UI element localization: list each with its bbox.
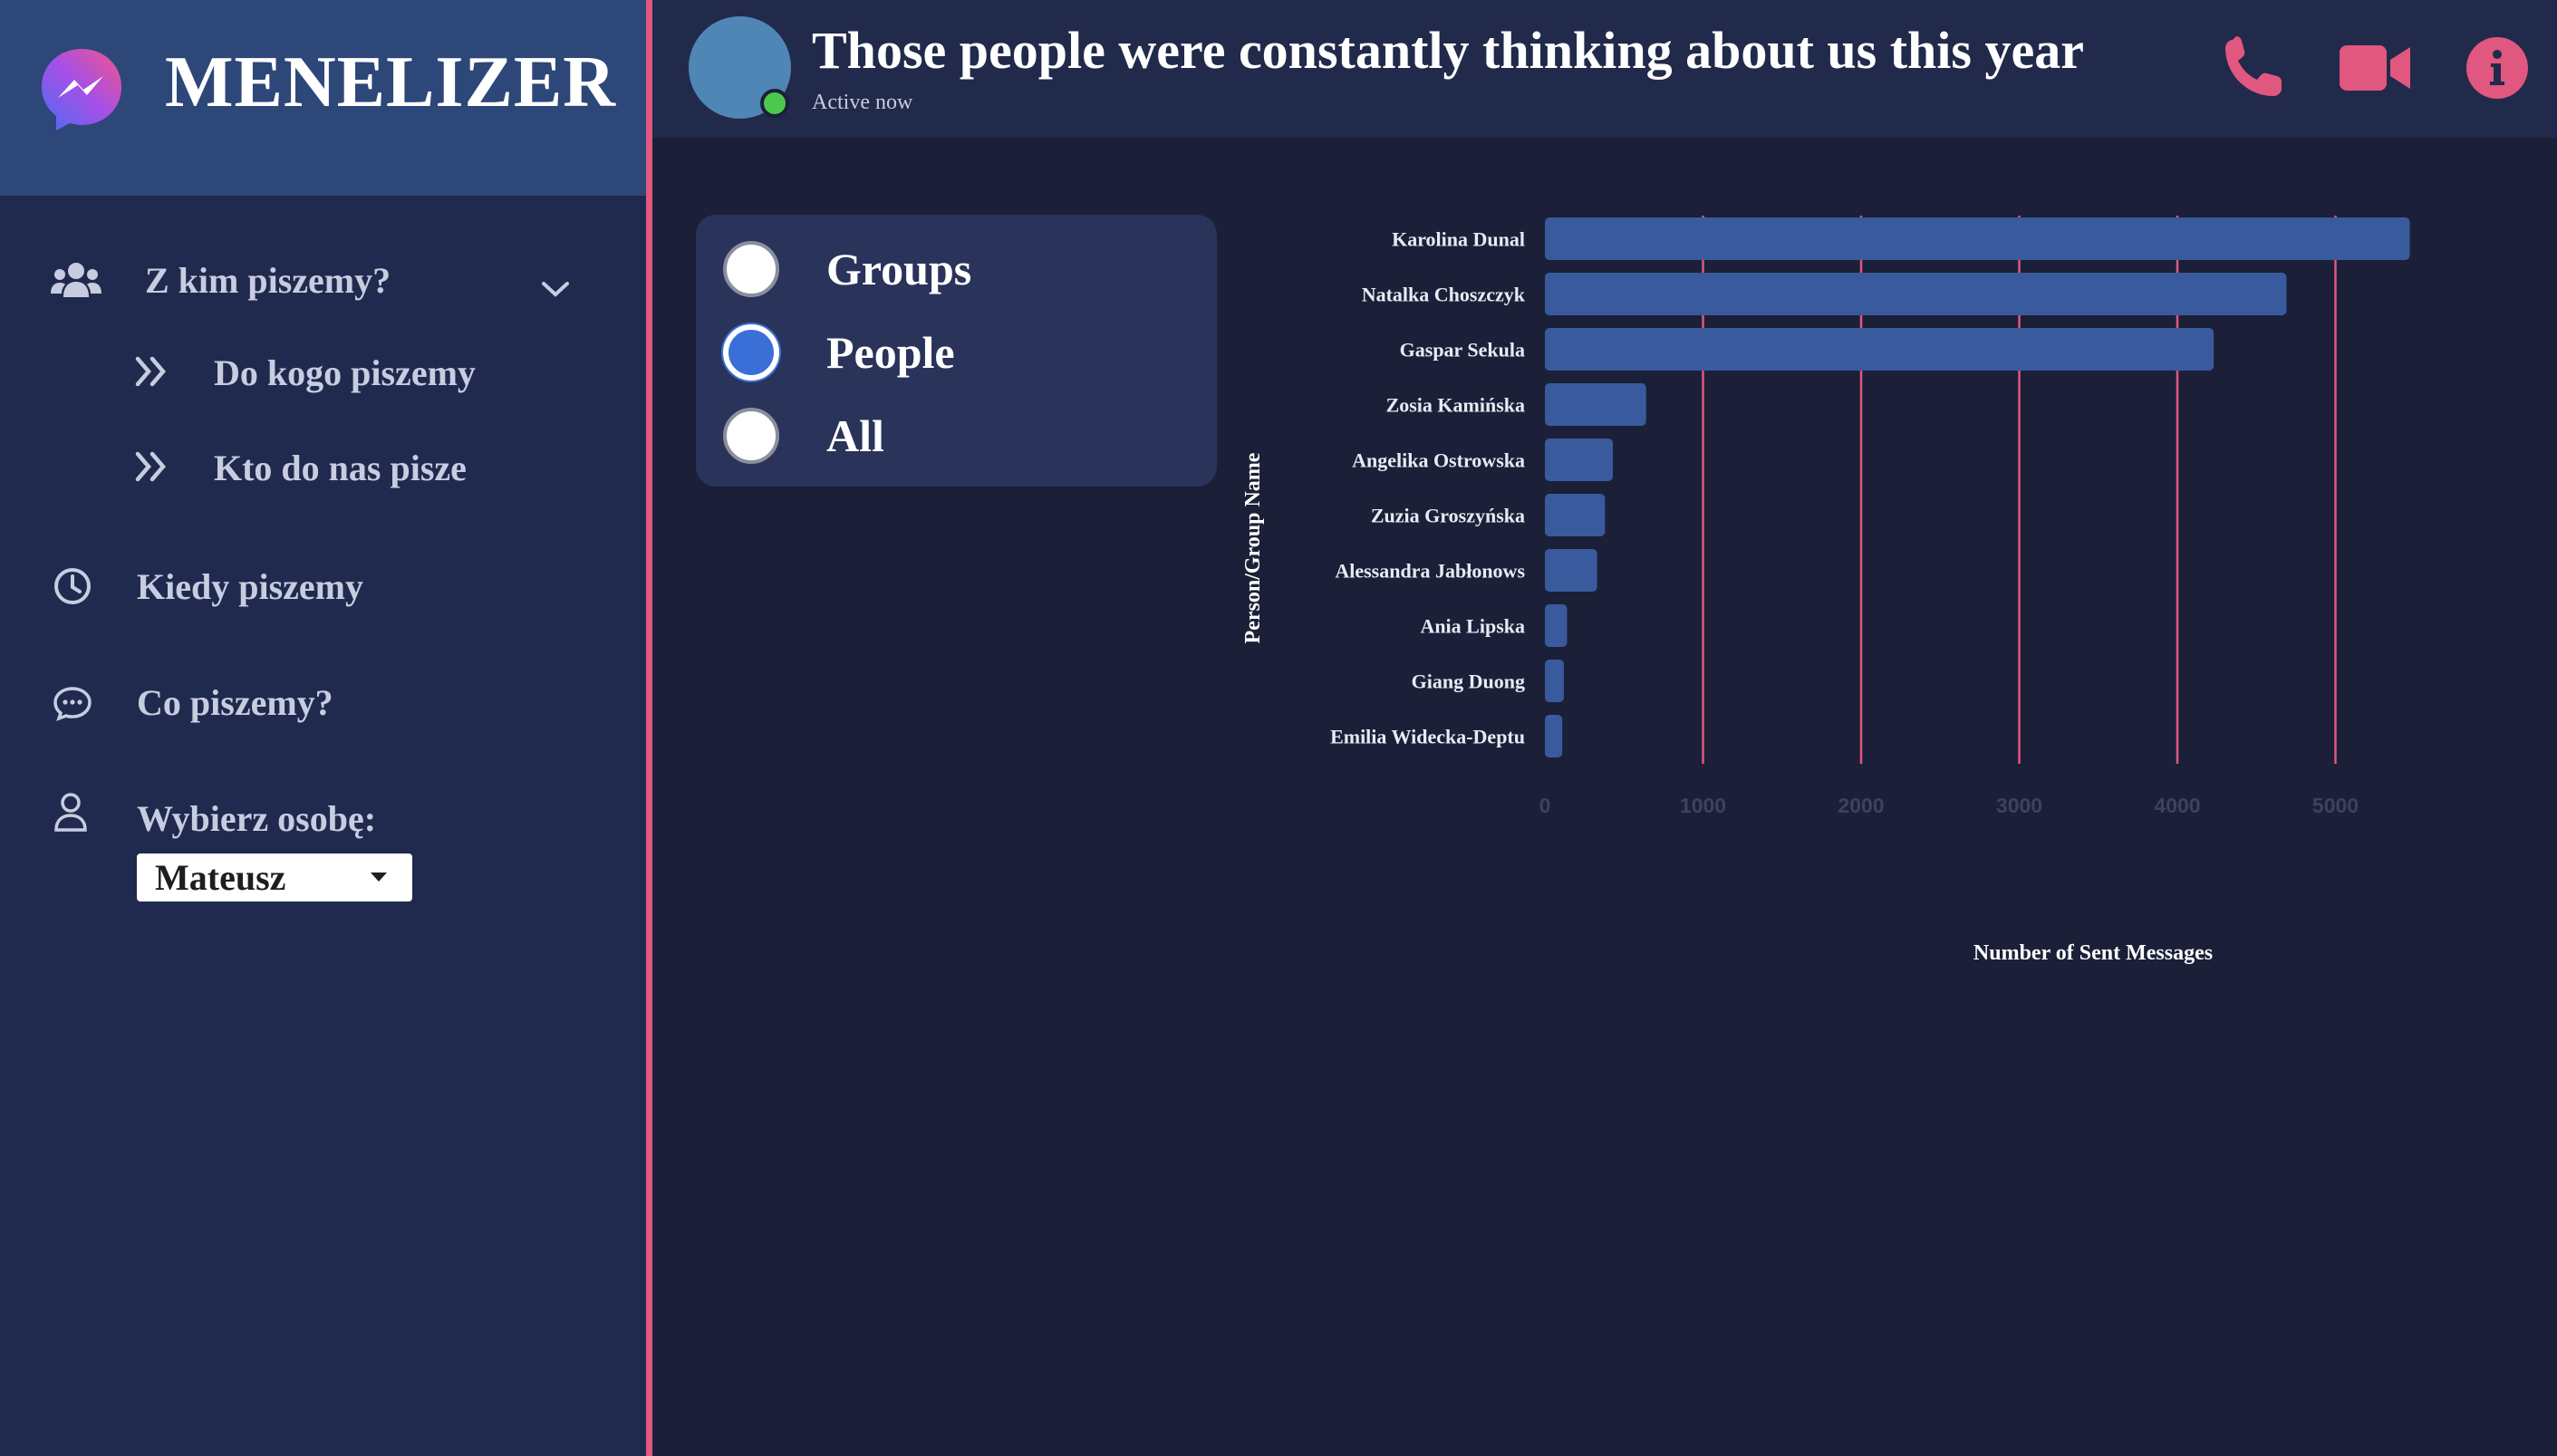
x-axis-label: Number of Sent Messages xyxy=(1973,941,2213,965)
x-tick-label: 1000 xyxy=(1680,794,1726,817)
nav-subitem-label: Do kogo piszemy xyxy=(214,352,476,393)
radio-label: All xyxy=(826,410,884,461)
bar xyxy=(1545,273,2287,315)
person-select[interactable]: Mateusz xyxy=(137,853,412,902)
brand-header: MENELIZER xyxy=(0,0,646,196)
x-tick-label: 4000 xyxy=(2154,794,2200,817)
bar xyxy=(1545,660,1564,702)
y-tick-label: Angelika Ostrowska xyxy=(1352,449,1525,472)
y-tick-label: Alessandra Jabłonows xyxy=(1335,560,1525,583)
radio-option-groups[interactable]: Groups xyxy=(723,240,971,298)
phone-icon[interactable] xyxy=(2220,34,2287,101)
radio-button[interactable] xyxy=(723,408,779,464)
y-tick-label: Zuzia Groszyńska xyxy=(1371,505,1525,527)
radio-label: Groups xyxy=(826,244,972,294)
nav-section-label: Z kim piszemy? xyxy=(145,260,391,301)
page-title: Those people were constantly thinking ab… xyxy=(812,21,2084,80)
bar xyxy=(1545,549,1597,592)
chat-bubble-icon xyxy=(53,687,92,721)
y-tick-label: Giang Duong xyxy=(1412,670,1525,693)
sidebar: MENELIZER Z kim piszemy? Do kogo piszemy… xyxy=(0,0,646,1456)
filter-radio-group: Groups People All xyxy=(696,215,1217,487)
video-camera-icon[interactable] xyxy=(2340,40,2410,96)
nav-item-label: Wybierz osobę: xyxy=(137,798,377,839)
info-icon[interactable] xyxy=(2465,36,2529,100)
sidebar-divider xyxy=(646,0,652,1456)
users-icon xyxy=(51,263,101,297)
online-status-dot xyxy=(760,89,789,118)
y-tick-label: Karolina Dunal xyxy=(1392,228,1525,251)
bar xyxy=(1545,217,2410,260)
radio-label: People xyxy=(826,327,955,378)
nav-item-label: Co piszemy? xyxy=(137,682,333,723)
radio-option-all[interactable]: All xyxy=(723,407,884,465)
app-title: MENELIZER xyxy=(165,43,616,122)
messenger-logo-icon xyxy=(42,49,121,130)
x-tick-label: 2000 xyxy=(1838,794,1884,817)
bar xyxy=(1545,715,1563,757)
bar xyxy=(1545,604,1568,647)
radio-option-people[interactable]: People xyxy=(723,323,955,381)
nav-subitem-label: Kto do nas pisze xyxy=(214,448,467,488)
bar xyxy=(1545,494,1606,536)
double-chevron-right-icon xyxy=(135,451,166,482)
radio-button-checked[interactable] xyxy=(723,324,779,381)
active-status: Active now xyxy=(812,91,913,114)
bar xyxy=(1545,439,1614,481)
y-tick-label: Ania Lipska xyxy=(1420,615,1525,638)
double-chevron-right-icon xyxy=(135,356,166,387)
x-tick-label: 0 xyxy=(1539,794,1551,817)
person-select-value: Mateusz xyxy=(155,857,286,898)
chevron-down-icon[interactable] xyxy=(540,279,571,299)
y-tick-label: Emilia Widecka-Deptu xyxy=(1330,726,1525,748)
radio-button[interactable] xyxy=(723,241,779,297)
caret-down-icon xyxy=(371,873,387,882)
person-icon xyxy=(54,793,87,832)
y-axis-label: Person/Group Name xyxy=(1241,452,1265,643)
y-tick-label: Gaspar Sekula xyxy=(1400,339,1525,362)
x-tick-label: 3000 xyxy=(1996,794,2042,817)
y-tick-label: Zosia Kamińska xyxy=(1386,394,1525,417)
bar xyxy=(1545,328,2214,371)
nav-item-label: Kiedy piszemy xyxy=(137,566,363,607)
bar xyxy=(1545,383,1646,426)
y-tick-label: Natalka Choszczyk xyxy=(1362,284,1526,306)
clock-icon xyxy=(54,568,91,604)
x-tick-label: 5000 xyxy=(2312,794,2359,817)
sent-messages-bar-chart: Karolina Dunal Natalka Choszczyk Gaspar Se… xyxy=(1241,216,2410,965)
